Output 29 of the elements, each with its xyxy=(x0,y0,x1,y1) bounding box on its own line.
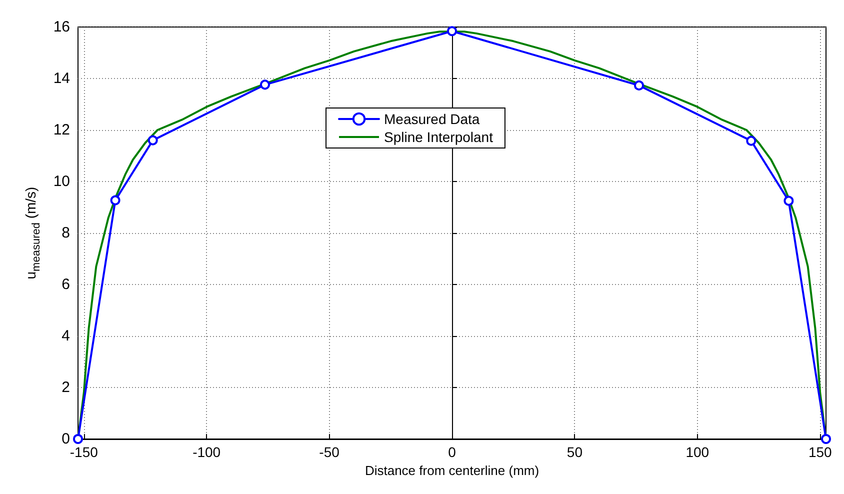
x-axis-title: Distance from centerline (mm) xyxy=(364,462,540,478)
point xyxy=(148,135,158,146)
y-tick-label: 8 xyxy=(62,224,70,242)
point xyxy=(110,195,120,206)
y-tick-label: 6 xyxy=(62,276,70,293)
y-tick-label: 12 xyxy=(53,122,70,138)
point xyxy=(73,434,83,444)
y-tick-label: 4 xyxy=(62,328,70,344)
point xyxy=(634,80,644,90)
y-tick-label: 0 xyxy=(62,430,70,448)
point xyxy=(821,434,831,444)
x-tick-label: 50 xyxy=(566,444,583,460)
y-tick-label: 16 xyxy=(53,18,70,36)
x-tick-label: 0 xyxy=(448,444,456,460)
x-tick-label: 100 xyxy=(686,444,710,460)
x-tick-label: 150 xyxy=(808,444,832,460)
point xyxy=(746,136,756,146)
point xyxy=(260,80,270,90)
point xyxy=(784,196,794,206)
legend-label: Measured Data xyxy=(384,111,480,127)
x-tick-label: -150 xyxy=(70,444,98,460)
y-axis-title: umeasured (m/s) xyxy=(22,186,42,280)
y-tick-label: 10 xyxy=(53,173,70,190)
y-tick-label: 14 xyxy=(53,70,70,87)
x-tick-label: -100 xyxy=(192,444,221,460)
x-tick-label: -50 xyxy=(319,444,340,460)
legend-label: Spline Interpolant xyxy=(384,129,494,145)
y-tick-label: 2 xyxy=(62,379,70,396)
point xyxy=(447,26,457,36)
